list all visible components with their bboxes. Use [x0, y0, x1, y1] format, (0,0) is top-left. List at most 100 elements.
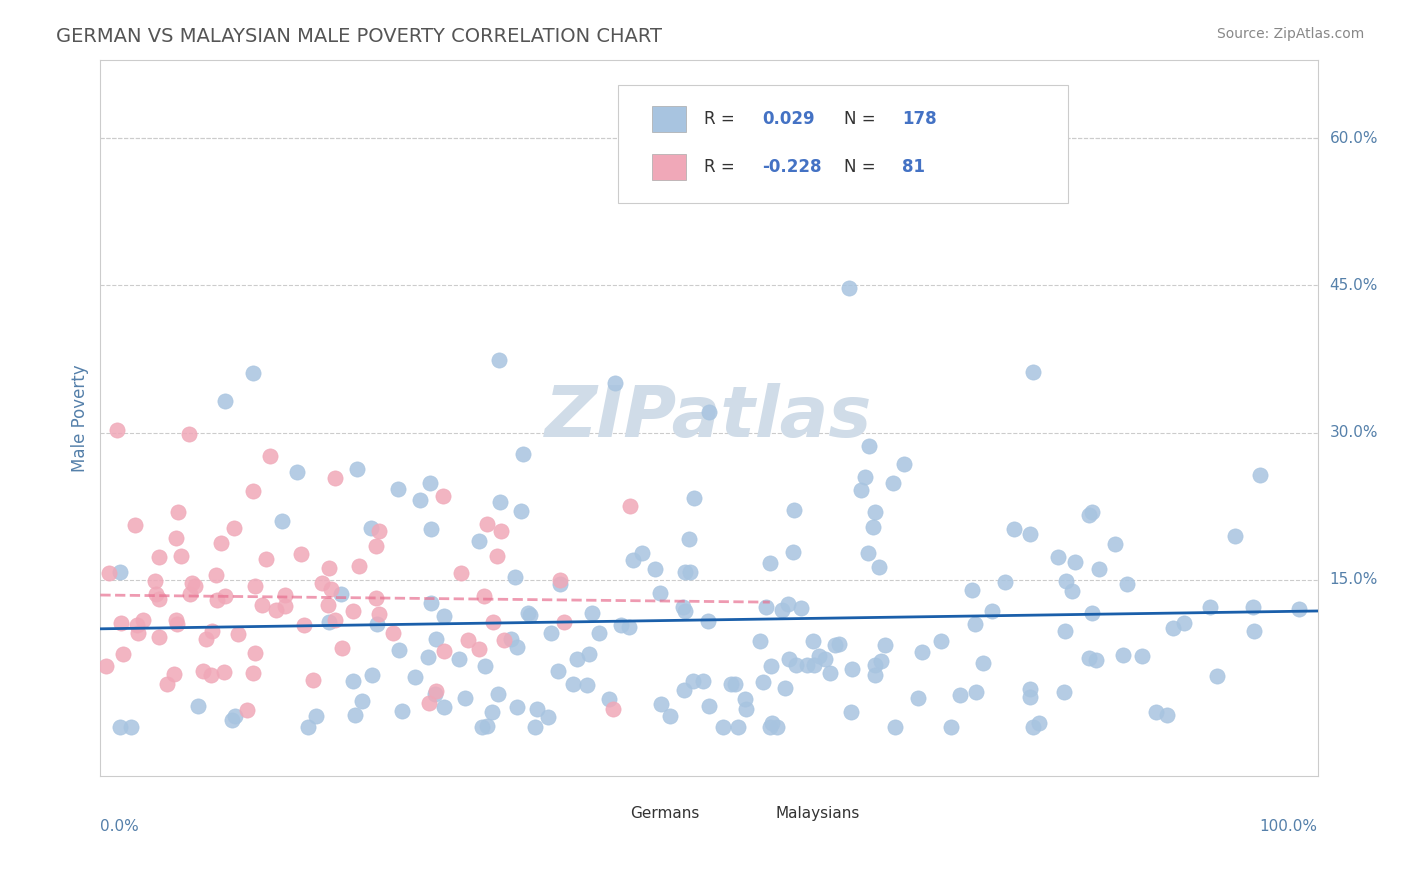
Point [205, 567, 228, 582]
Point [207, 593, 229, 607]
Point [724, 677, 747, 691]
Point [965, 685, 987, 699]
Point [858, 440, 880, 454]
Point [342, 604, 364, 618]
Point [145, 587, 167, 601]
Point [1156, 707, 1178, 722]
Point [581, 607, 603, 621]
Text: Source: ZipAtlas.com: Source: ZipAtlas.com [1216, 27, 1364, 41]
Point [125, 618, 148, 632]
Point [489, 524, 512, 538]
Text: -0.228: -0.228 [762, 158, 823, 176]
Point [1116, 576, 1139, 591]
Point [588, 626, 610, 640]
Point [297, 720, 319, 734]
Point [271, 515, 294, 529]
Point [259, 449, 281, 463]
Point [841, 662, 863, 676]
Point [474, 659, 496, 673]
Point [274, 588, 297, 602]
Text: Malaysians: Malaysians [776, 806, 860, 821]
Point [165, 531, 187, 545]
Point [187, 699, 209, 714]
Point [467, 641, 489, 656]
Point [290, 547, 312, 561]
Point [963, 616, 986, 631]
Point [420, 596, 443, 610]
Point [323, 471, 346, 485]
Point [778, 597, 800, 611]
Point [433, 643, 456, 657]
Point [301, 673, 323, 687]
Point [475, 516, 498, 531]
Point [468, 533, 491, 548]
Point [274, 599, 297, 613]
Point [697, 405, 720, 419]
Point [191, 664, 214, 678]
Point [450, 566, 472, 580]
Point [433, 700, 456, 714]
Point [1078, 508, 1101, 523]
Point [418, 650, 440, 665]
Point [818, 666, 841, 681]
Point [236, 702, 259, 716]
Point [972, 656, 994, 670]
Point [550, 573, 572, 587]
Point [1288, 602, 1310, 616]
Text: ZIPatlas: ZIPatlas [546, 384, 873, 452]
Point [893, 457, 915, 471]
Point [526, 702, 548, 716]
Point [828, 637, 851, 651]
Point [610, 617, 633, 632]
Point [650, 698, 672, 712]
Point [567, 651, 589, 665]
Point [911, 645, 934, 659]
Point [501, 632, 523, 647]
Point [644, 562, 666, 576]
Point [748, 633, 770, 648]
Point [540, 626, 562, 640]
Text: 30.0%: 30.0% [1330, 425, 1378, 440]
Point [1080, 607, 1102, 621]
Y-axis label: Male Poverty: Male Poverty [72, 364, 89, 472]
Point [671, 599, 693, 614]
Point [409, 492, 432, 507]
Point [1022, 720, 1045, 734]
Point [124, 517, 146, 532]
Point [1028, 716, 1050, 731]
Point [1046, 549, 1069, 564]
Point [1087, 562, 1109, 576]
Point [201, 624, 224, 638]
Point [735, 702, 758, 716]
Point [224, 708, 246, 723]
Point [360, 668, 382, 682]
Point [432, 489, 454, 503]
Text: Germans: Germans [630, 806, 699, 821]
Point [387, 482, 409, 496]
Point [323, 613, 346, 627]
Point [838, 281, 860, 295]
Point [111, 647, 134, 661]
Point [181, 576, 204, 591]
Point [863, 668, 886, 682]
Point [342, 674, 364, 689]
Point [143, 574, 166, 588]
Point [994, 574, 1017, 589]
Point [720, 677, 742, 691]
Point [678, 532, 700, 546]
Point [319, 582, 342, 596]
Point [108, 720, 131, 734]
Point [1243, 600, 1265, 615]
Point [148, 592, 170, 607]
Point [882, 476, 904, 491]
Point [242, 483, 264, 498]
Point [166, 617, 188, 632]
Point [862, 520, 884, 534]
Point [1021, 365, 1043, 379]
Point [598, 691, 620, 706]
Point [553, 615, 575, 629]
Point [856, 546, 879, 560]
Point [512, 446, 534, 460]
Text: 100.0%: 100.0% [1260, 819, 1317, 834]
Point [673, 565, 696, 579]
